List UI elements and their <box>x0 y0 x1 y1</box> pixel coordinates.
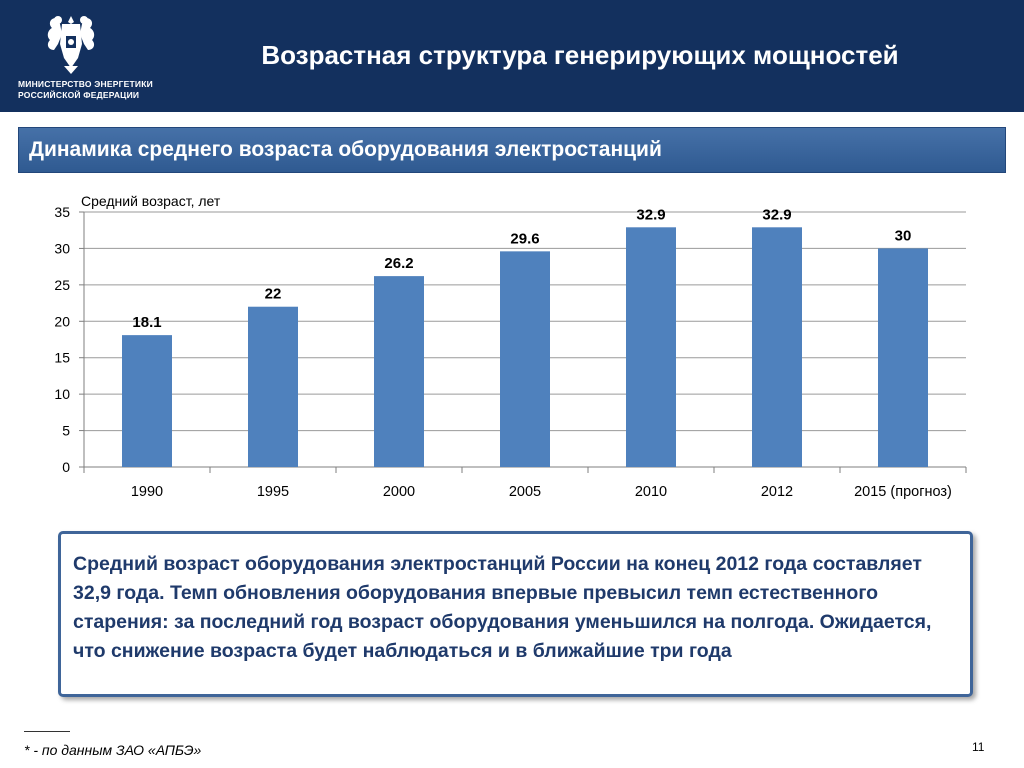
y-tick-label: 20 <box>54 313 70 329</box>
data-label: 26.2 <box>384 255 413 272</box>
bar <box>374 276 424 467</box>
y-tick-label: 35 <box>54 204 70 220</box>
y-tick-label: 10 <box>54 386 70 402</box>
double-headed-eagle-icon <box>47 16 95 74</box>
data-label: 30 <box>895 227 912 244</box>
data-label: 32.9 <box>636 206 665 223</box>
data-label: 29.6 <box>510 230 539 247</box>
x-tick-label: 1995 <box>257 484 289 500</box>
y-tick-label: 30 <box>54 240 70 256</box>
y-tick-label: 25 <box>54 277 70 293</box>
y-tick-label: 15 <box>54 350 70 366</box>
page-title: Возрастная структура генерирующих мощнос… <box>261 40 899 70</box>
x-tick-label: 2005 <box>509 484 541 500</box>
ministry-line-2: РОССИЙСКОЙ ФЕДЕРАЦИИ <box>18 90 140 100</box>
header-bar: МИНИСТЕРСТВО ЭНЕРГЕТИКИ РОССИЙСКОЙ ФЕДЕР… <box>0 0 1024 112</box>
footnote-divider <box>24 731 70 732</box>
y-tick-label: 0 <box>62 459 70 475</box>
data-label: 32.9 <box>762 206 791 223</box>
data-label: 18.1 <box>132 314 161 331</box>
bar <box>626 227 676 467</box>
page-number: 11 <box>972 740 985 754</box>
summary-box: Средний возраст оборудования электростан… <box>58 531 973 697</box>
section-subtitle: Динамика среднего возраста оборудования … <box>29 138 662 161</box>
bar <box>500 251 550 467</box>
ministry-line-1: МИНИСТЕРСТВО ЭНЕРГЕТИКИ <box>18 79 153 89</box>
bar <box>878 248 928 467</box>
x-tick-label: 2012 <box>761 484 793 500</box>
summary-text: Средний возраст оборудования электростан… <box>73 553 932 662</box>
bar <box>122 335 172 467</box>
bar-chart: 0 5 10 15 20 25 30 35 Средний возраст, лет 18.1 19… <box>54 193 967 500</box>
bar <box>248 306 298 467</box>
footnote: * - по данным ЗАО «АПБЭ» <box>24 742 202 758</box>
section-bar: Динамика среднего возраста оборудования … <box>18 127 1006 173</box>
y-axis-label: Средний возраст, лет <box>81 193 221 209</box>
data-label: 22 <box>265 286 282 303</box>
bar <box>752 227 802 467</box>
x-tick-label: 2015 (прогноз) <box>854 484 952 500</box>
y-tick-label: 5 <box>62 423 70 439</box>
x-tick-label: 1990 <box>131 484 163 500</box>
x-tick-label: 2000 <box>383 484 415 500</box>
ministry-label: МИНИСТЕРСТВО ЭНЕРГЕТИКИ РОССИЙСКОЙ ФЕДЕР… <box>18 79 153 101</box>
x-tick-label: 2010 <box>635 484 667 500</box>
